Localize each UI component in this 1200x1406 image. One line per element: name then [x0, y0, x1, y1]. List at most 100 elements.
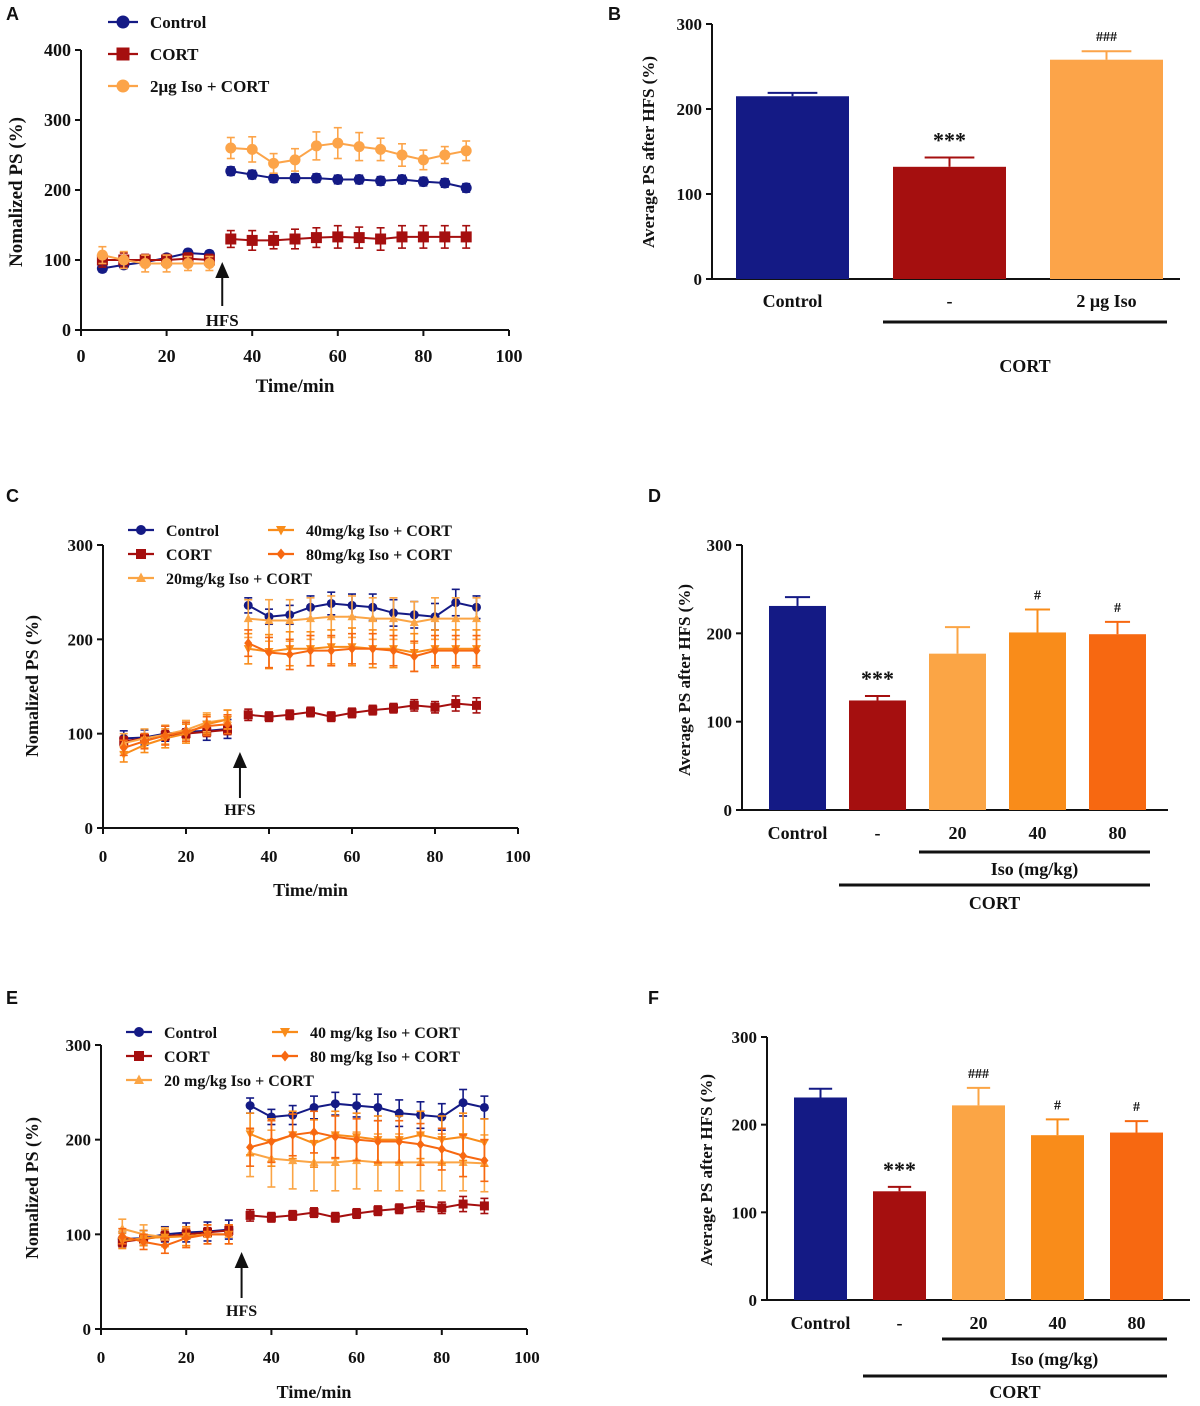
- data-point: [288, 1155, 298, 1165]
- data-point: [389, 645, 398, 656]
- x-tick-label: 20: [178, 847, 195, 866]
- x-tick-label: 60: [344, 847, 361, 866]
- panel-letter-a: A: [6, 4, 19, 24]
- series-line: [248, 615, 477, 624]
- data-point: [332, 137, 344, 149]
- legend-label: 80mg/kg Iso + CORT: [306, 547, 452, 564]
- data-point: [332, 174, 344, 185]
- y-axis-label: Nomalized PS (%): [22, 1117, 43, 1259]
- data-point: [327, 645, 336, 656]
- data-point: [373, 1206, 383, 1216]
- data-point: [451, 645, 460, 656]
- y-tick-label: 300: [44, 110, 71, 130]
- data-point: [472, 700, 481, 710]
- significance-hash: #: [1133, 1100, 1140, 1115]
- series-20mg-kg-iso-cort: [119, 595, 481, 754]
- data-point: [118, 1231, 127, 1242]
- y-tick-label: 100: [677, 185, 703, 204]
- x-tick-label: 100: [505, 847, 531, 866]
- x-tick-label: 0: [77, 346, 86, 366]
- x-axis-label: Time/min: [277, 1382, 352, 1402]
- data-point: [161, 730, 170, 741]
- data-point: [430, 702, 440, 712]
- data-point: [140, 736, 149, 747]
- data-point: [266, 1212, 276, 1222]
- data-point: [310, 140, 322, 152]
- data-point: [368, 643, 377, 654]
- data-point: [246, 1142, 255, 1153]
- y-tick-label: 300: [707, 536, 733, 555]
- data-point: [330, 1157, 340, 1166]
- data-point: [410, 651, 419, 662]
- panel-a-line-chart: 0 100 200 300 400 0 20 40 60 80 100 Time/min Nomaliz…: [6, 13, 523, 397]
- data-point: [225, 233, 237, 245]
- data-point: [139, 258, 151, 269]
- legend: Control CORT 20mg/kg Iso + CORT 40mg/kg Iso…: [128, 523, 452, 588]
- bar-20: [929, 653, 986, 810]
- data-point: [353, 232, 365, 244]
- legend-label: CORT: [164, 1049, 210, 1066]
- series-line: [249, 1101, 485, 1118]
- data-point: [396, 231, 408, 243]
- data-point: [347, 708, 357, 718]
- data-point: [161, 258, 173, 269]
- category-label: 20: [949, 823, 967, 843]
- data-point: [96, 249, 108, 261]
- legend-marker: [280, 1050, 290, 1062]
- series-line: [230, 235, 467, 242]
- legend-item-2-g-iso-cort: 2μg Iso + CORT: [108, 77, 270, 96]
- data-point: [264, 647, 274, 658]
- data-point: [288, 1210, 298, 1220]
- data-point: [268, 234, 280, 246]
- y-axis-label: Nomalized PS (%): [22, 615, 43, 757]
- bar-cort: [849, 700, 906, 810]
- series-control: [96, 165, 472, 274]
- bar-control: [769, 605, 826, 810]
- series-line: [123, 718, 228, 756]
- panel-d-bar-chart: 0 100 200 300 Average PS after HFS (%) Contro…: [675, 536, 1168, 913]
- legend-label: CORT: [166, 547, 212, 564]
- data-point: [331, 1131, 340, 1142]
- data-point: [389, 703, 398, 713]
- data-point: [310, 232, 322, 244]
- data-point: [309, 1208, 319, 1218]
- legend-label: Control: [150, 13, 207, 32]
- x-tick-label: 60: [329, 346, 347, 366]
- legend-marker: [116, 15, 130, 29]
- series-control: [119, 588, 481, 747]
- legend-item-control: Control: [108, 13, 207, 32]
- category-label: 40: [1029, 823, 1047, 843]
- data-point: [264, 712, 274, 722]
- y-tick-label: 100: [44, 250, 71, 270]
- data-point: [394, 1204, 404, 1214]
- legend-marker: [280, 1028, 290, 1038]
- significance-stars: ***: [933, 127, 966, 152]
- data-point: [225, 142, 237, 154]
- data-point: [309, 1127, 319, 1138]
- series-line: [230, 142, 467, 165]
- y-tick-label: 100: [68, 725, 94, 744]
- data-point: [289, 233, 301, 245]
- panel-c-line-chart: 0 100 200 300 0 20 40 60 80 100 Time/min Nomalized …: [22, 523, 531, 900]
- legend-marker: [134, 1074, 144, 1084]
- data-point: [285, 710, 295, 720]
- y-tick-label: 0: [749, 1291, 758, 1310]
- panel-letter-b: B: [608, 4, 621, 24]
- data-point: [479, 1102, 489, 1112]
- series-40mg-kg-iso-cort: [119, 627, 481, 763]
- data-point: [288, 1129, 297, 1140]
- data-point: [396, 149, 408, 161]
- data-point: [352, 1209, 362, 1219]
- legend-marker: [134, 1027, 144, 1037]
- data-point: [389, 613, 398, 623]
- data-point: [243, 613, 253, 623]
- x-tick-label: 80: [427, 847, 444, 866]
- data-point: [368, 705, 378, 715]
- y-axis-label: Nomalized PS (%): [6, 117, 27, 267]
- hfs-arrow-icon: [234, 1252, 249, 1268]
- data-point: [246, 234, 258, 246]
- hfs-label: HFS: [224, 802, 255, 819]
- significance-hash: #: [1054, 1098, 1061, 1113]
- data-point: [409, 617, 419, 626]
- significance-hash: #: [1114, 601, 1121, 616]
